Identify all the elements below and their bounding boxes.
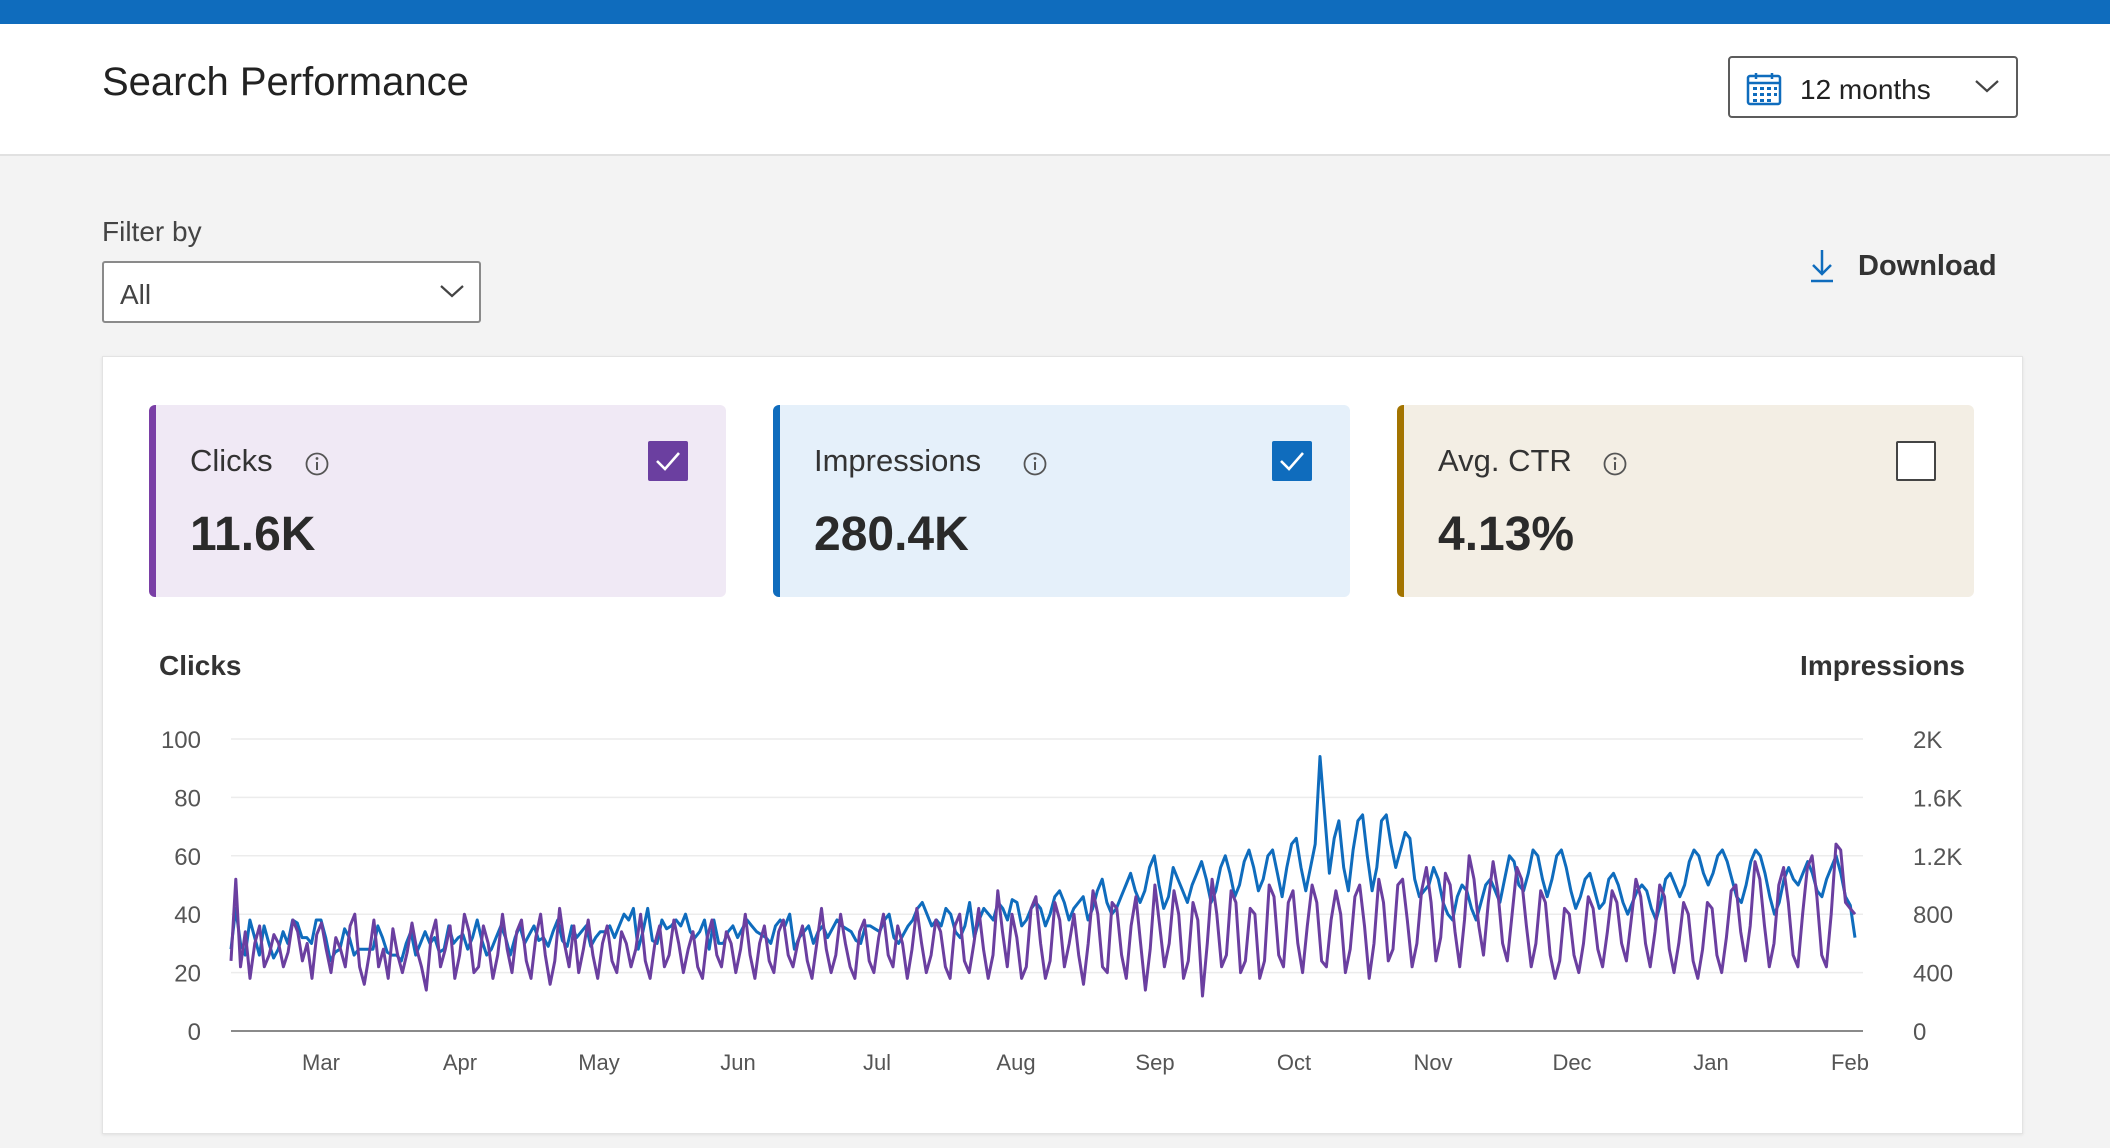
x-tick-label: Oct — [1277, 1050, 1311, 1075]
right-axis-title: Impressions — [1800, 650, 1965, 681]
info-icon[interactable] — [1022, 451, 1048, 482]
y-right-tick-label: 800 — [1913, 902, 1953, 929]
series-line-impressions — [229, 755, 1857, 963]
metric-label: Clicks — [190, 443, 273, 478]
chevron-down-icon — [1974, 78, 2000, 99]
performance-chart: Clicks Impressions 0 0 20 400 40 800 60 1.2K 80 1.6… — [159, 650, 1965, 1075]
performance-card: Clicks 11.6K Impressions 280.4K Avg. CTR… — [102, 356, 2023, 1134]
download-label: Download — [1858, 250, 1997, 282]
x-tick-label: Nov — [1413, 1050, 1452, 1075]
metric-value: 11.6K — [190, 508, 316, 561]
x-tick-label: Mar — [302, 1050, 340, 1075]
filter-dropdown[interactable]: All — [102, 261, 481, 323]
filter-label: Filter by — [102, 216, 202, 247]
metric-card-clicks[interactable]: Clicks 11.6K — [149, 405, 726, 597]
x-tick-label: Jul — [863, 1050, 891, 1075]
y-right-tick-label: 0 — [1913, 1019, 1926, 1046]
series-line-clicks — [229, 842, 1857, 998]
x-tick-label: Apr — [443, 1050, 477, 1075]
x-tick-label: May — [578, 1050, 620, 1075]
metric-card-avg-ctr[interactable]: Avg. CTR 4.13% — [1397, 405, 1974, 597]
x-tick-label: Sep — [1135, 1050, 1174, 1075]
y-right-tick-label: 2K — [1913, 727, 1942, 754]
metric-label: Impressions — [814, 443, 982, 478]
metric-label: Avg. CTR — [1438, 443, 1572, 478]
date-range-label: 12 months — [1800, 74, 1931, 105]
metric-checkbox-clicks[interactable] — [648, 441, 688, 481]
metric-value: 4.13% — [1438, 508, 1575, 561]
y-left-tick-label: 60 — [174, 844, 201, 871]
download-icon — [1808, 248, 1836, 289]
y-left-tick-label: 20 — [174, 961, 201, 988]
page-header: Search Performance 12 months — [0, 24, 2110, 156]
x-tick-label: Jan — [1693, 1050, 1728, 1075]
y-right-tick-label: 1.2K — [1913, 844, 1962, 871]
x-tick-label: Feb — [1831, 1050, 1869, 1075]
y-left-tick-label: 80 — [174, 785, 201, 812]
y-right-tick-label: 400 — [1913, 961, 1953, 988]
chevron-down-icon — [439, 283, 465, 304]
info-icon[interactable] — [304, 451, 330, 482]
date-range-dropdown[interactable]: 12 months — [1728, 56, 2018, 118]
page-title: Search Performance — [102, 60, 469, 104]
checkmark-icon — [1280, 452, 1304, 471]
checkmark-icon — [656, 452, 680, 471]
filter-value: All — [120, 279, 152, 310]
calendar-icon — [1746, 72, 1782, 111]
y-left-tick-label: 0 — [188, 1019, 201, 1046]
top-accent-bar — [0, 0, 2110, 24]
metric-checkbox-impressions[interactable] — [1272, 441, 1312, 481]
x-tick-label: Aug — [996, 1050, 1035, 1075]
left-axis-title: Clicks — [159, 650, 242, 681]
y-left-tick-label: 100 — [161, 727, 201, 754]
x-tick-label: Jun — [720, 1050, 755, 1075]
metric-checkbox-avg-ctr[interactable] — [1896, 441, 1936, 481]
info-icon[interactable] — [1602, 451, 1628, 482]
metric-card-impressions[interactable]: Impressions 280.4K — [773, 405, 1350, 597]
x-tick-label: Dec — [1552, 1050, 1591, 1075]
metric-value: 280.4K — [814, 508, 969, 561]
y-right-tick-label: 1.6K — [1913, 785, 1962, 812]
y-left-tick-label: 40 — [174, 902, 201, 929]
